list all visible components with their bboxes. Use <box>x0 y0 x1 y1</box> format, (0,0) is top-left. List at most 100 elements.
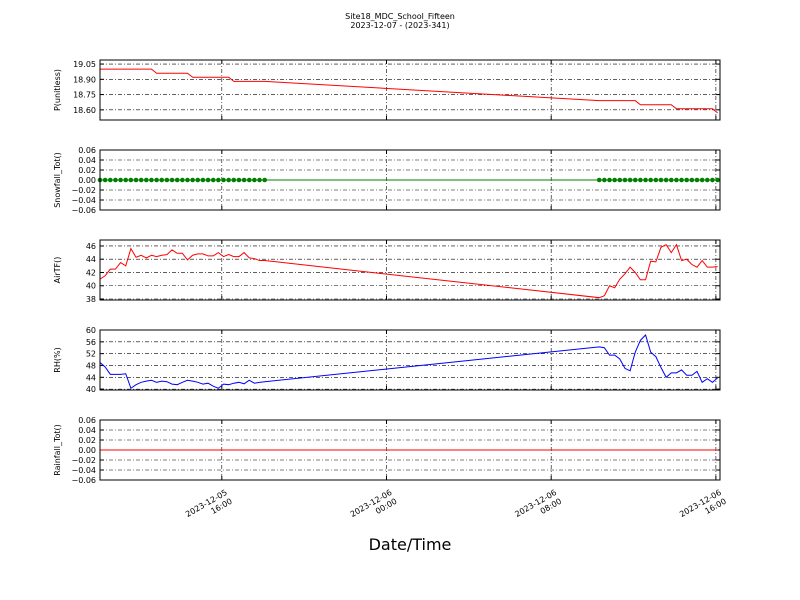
data-point <box>689 177 695 183</box>
data-line <box>99 334 718 390</box>
data-point <box>705 177 710 183</box>
data-point <box>149 177 154 183</box>
y-tick-label: −0.02 <box>71 456 96 465</box>
y-tick-label: 44 <box>86 255 96 264</box>
axes-frame <box>99 59 721 121</box>
data-point <box>113 177 118 183</box>
y-tick-label: 40 <box>86 282 96 291</box>
y-tick-label: 0.06 <box>78 416 96 425</box>
data-point <box>174 177 180 183</box>
data-point <box>144 177 149 183</box>
y-tick-label: 0.00 <box>78 176 96 185</box>
y-axis-label: RH(%) <box>53 347 62 372</box>
y-tick-label: 52 <box>86 350 96 359</box>
data-point <box>195 177 201 183</box>
axes-frame <box>99 329 721 391</box>
data-point <box>221 177 226 183</box>
data-point <box>169 177 175 183</box>
data-point <box>246 177 252 183</box>
panel: −0.06−0.04−0.020.000.020.040.06 Rainfall_… <box>53 416 721 485</box>
data-point <box>123 177 129 183</box>
panel: −0.06−0.04−0.020.000.020.040.06 Snowfall_… <box>53 146 721 215</box>
figure-subtitle: 2023-12-07 - (2023-341) <box>350 21 449 30</box>
y-tick-label: 0.06 <box>78 146 96 155</box>
panel: 40 44 48 52 56 60 RH(%) <box>53 326 721 394</box>
data-point <box>684 177 690 183</box>
data-line <box>99 243 718 299</box>
data-point <box>164 177 170 183</box>
y-axis-label: Snowfall_Tot() <box>53 152 62 208</box>
data-point <box>632 177 638 183</box>
data-point <box>154 177 159 183</box>
data-point <box>185 177 190 183</box>
y-axis-label: P(unitless) <box>53 69 62 111</box>
y-tick-label: 60 <box>86 326 96 335</box>
data-point <box>699 177 705 183</box>
data-point <box>638 177 643 183</box>
y-tick-label: 0.04 <box>78 156 96 165</box>
data-point <box>602 177 607 183</box>
y-tick-label: −0.04 <box>71 466 96 475</box>
y-tick-label: 44 <box>86 373 96 382</box>
y-tick-label: 48 <box>86 361 96 370</box>
data-point <box>679 177 684 183</box>
data-point <box>226 177 231 183</box>
data-point <box>138 177 144 183</box>
data-point <box>622 177 628 183</box>
y-tick-label: 0.02 <box>78 166 96 175</box>
axes-frame <box>99 239 721 301</box>
y-tick-label: 42 <box>86 268 96 277</box>
y-tick-label: −0.04 <box>71 196 96 205</box>
y-tick-label: 38 <box>86 295 96 304</box>
y-tick-label: 0.00 <box>78 446 96 455</box>
y-tick-label: 40 <box>86 385 96 394</box>
data-point <box>627 177 633 183</box>
axes-frame <box>99 419 721 481</box>
y-axis-label: AirTF() <box>53 257 62 284</box>
y-tick-label: 0.02 <box>78 436 96 445</box>
data-point <box>210 177 216 183</box>
data-point <box>674 177 679 183</box>
data-line <box>100 68 718 114</box>
data-point <box>648 177 653 183</box>
data-point <box>102 177 108 183</box>
data-point <box>257 177 262 183</box>
y-axis-label: Rainfall_Tot() <box>53 424 62 476</box>
data-point <box>236 177 242 183</box>
data-point <box>668 177 674 183</box>
data-point <box>710 177 715 183</box>
y-tick-label: −0.06 <box>71 476 96 485</box>
data-point <box>128 177 134 183</box>
y-tick-label: −0.02 <box>71 186 96 195</box>
data-point <box>653 177 659 183</box>
data-point <box>205 177 211 183</box>
y-tick-label: 46 <box>86 242 96 251</box>
data-point <box>617 177 623 183</box>
x-axis-label: Date/Time <box>369 535 452 554</box>
y-tick-label: 0.04 <box>78 426 96 435</box>
data-point <box>216 177 221 183</box>
y-tick-label: −0.06 <box>71 206 96 215</box>
figure-title: Site18_MDC_School_Fifteen <box>345 12 455 21</box>
data-point <box>607 177 612 183</box>
data-point <box>190 177 195 183</box>
y-tick-label: 18.60 <box>73 106 96 115</box>
data-point <box>663 177 669 183</box>
data-point <box>612 177 617 183</box>
data-point <box>200 177 206 183</box>
data-point <box>107 177 113 183</box>
data-point <box>118 177 123 183</box>
y-tick-label: 18.75 <box>73 91 96 100</box>
data-point <box>262 177 267 183</box>
data-point <box>658 177 664 183</box>
y-tick-label: 19.05 <box>73 60 96 69</box>
data-point <box>715 177 720 183</box>
data-point <box>643 177 648 183</box>
panel: 38 40 42 44 46 AirTF() <box>53 239 721 304</box>
data-point <box>241 177 247 183</box>
data-point <box>159 177 165 183</box>
data-point <box>252 177 257 183</box>
y-tick-label: 56 <box>86 338 96 347</box>
y-tick-label: 18.90 <box>73 75 96 84</box>
